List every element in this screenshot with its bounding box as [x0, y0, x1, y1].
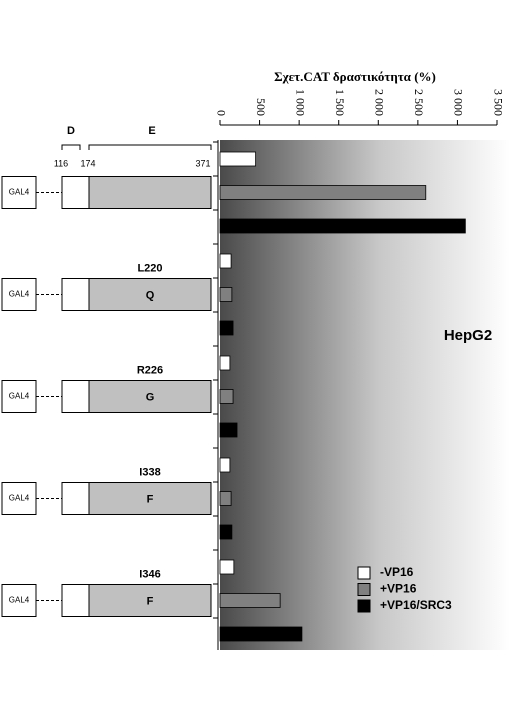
domain-e: [88, 380, 212, 413]
gal4-box: [1, 584, 37, 617]
mutation-label: I346: [139, 568, 160, 580]
bar: [219, 287, 233, 302]
bar: [219, 253, 232, 269]
domain-e: [88, 584, 212, 617]
bar: [219, 151, 257, 167]
legend-swatch: [357, 599, 371, 613]
x-tick-label: 2 500: [412, 89, 426, 116]
gal4-label: GAL4: [9, 596, 30, 605]
x-tick-label: 1 000: [293, 89, 307, 116]
substitution-label: F: [147, 595, 154, 607]
x-tick-label: 1 500: [333, 89, 347, 116]
gal4-label: GAL4: [9, 290, 30, 299]
chart-title: Σχετ.CAT δραστικότητα (%): [274, 69, 436, 84]
legend-swatch: [357, 566, 371, 580]
domain-d: [61, 176, 90, 209]
bar: [219, 389, 234, 404]
bar: [219, 524, 233, 540]
mutation-label: I338: [139, 466, 160, 478]
bar: [219, 355, 231, 371]
legend-label: -VP16: [380, 565, 414, 579]
domain-e: [88, 278, 212, 311]
legend-label: +VP16/SRC3: [380, 598, 452, 612]
x-tick-label: 3 500: [491, 89, 505, 116]
bar: [219, 491, 232, 506]
domain-d: [61, 584, 90, 617]
domain-d: [61, 482, 90, 515]
bar: [219, 218, 466, 234]
mutation-label: R226: [137, 364, 163, 376]
domain-bracket: [61, 144, 212, 150]
gal4-box: [1, 176, 37, 209]
position-label: 174: [80, 158, 95, 168]
legend-label: +VP16: [380, 582, 417, 596]
gal4-box: [1, 380, 37, 413]
domain-e: [88, 176, 212, 209]
domain-d: [61, 380, 90, 413]
gal4-label: GAL4: [9, 494, 30, 503]
domain-label: E: [148, 125, 155, 137]
substitution-label: G: [146, 391, 155, 403]
bar: [219, 185, 427, 200]
bar: [219, 593, 281, 608]
gal4-box: [1, 278, 37, 311]
x-tick-label: 3 000: [452, 89, 466, 116]
bar: [219, 559, 235, 575]
substitution-label: F: [147, 493, 154, 505]
substitution-label: Q: [146, 289, 155, 301]
x-tick-label: 2 000: [373, 89, 387, 116]
bar: [219, 320, 234, 336]
gal4-label: GAL4: [9, 188, 30, 197]
position-label: 371: [195, 158, 210, 168]
annotation: HepG2: [444, 327, 492, 344]
mutation-label: L220: [137, 262, 162, 274]
position-label: 116: [54, 158, 68, 168]
legend-swatch: [357, 583, 371, 596]
x-tick-label: 500: [254, 98, 268, 116]
x-tick-label: 0: [214, 110, 228, 116]
domain-d: [61, 278, 90, 311]
domain-e: [88, 482, 212, 515]
bar: [219, 422, 238, 438]
domain-label: D: [67, 125, 75, 137]
bar: [219, 626, 303, 642]
gal4-label: GAL4: [9, 392, 30, 401]
bar: [219, 457, 231, 473]
